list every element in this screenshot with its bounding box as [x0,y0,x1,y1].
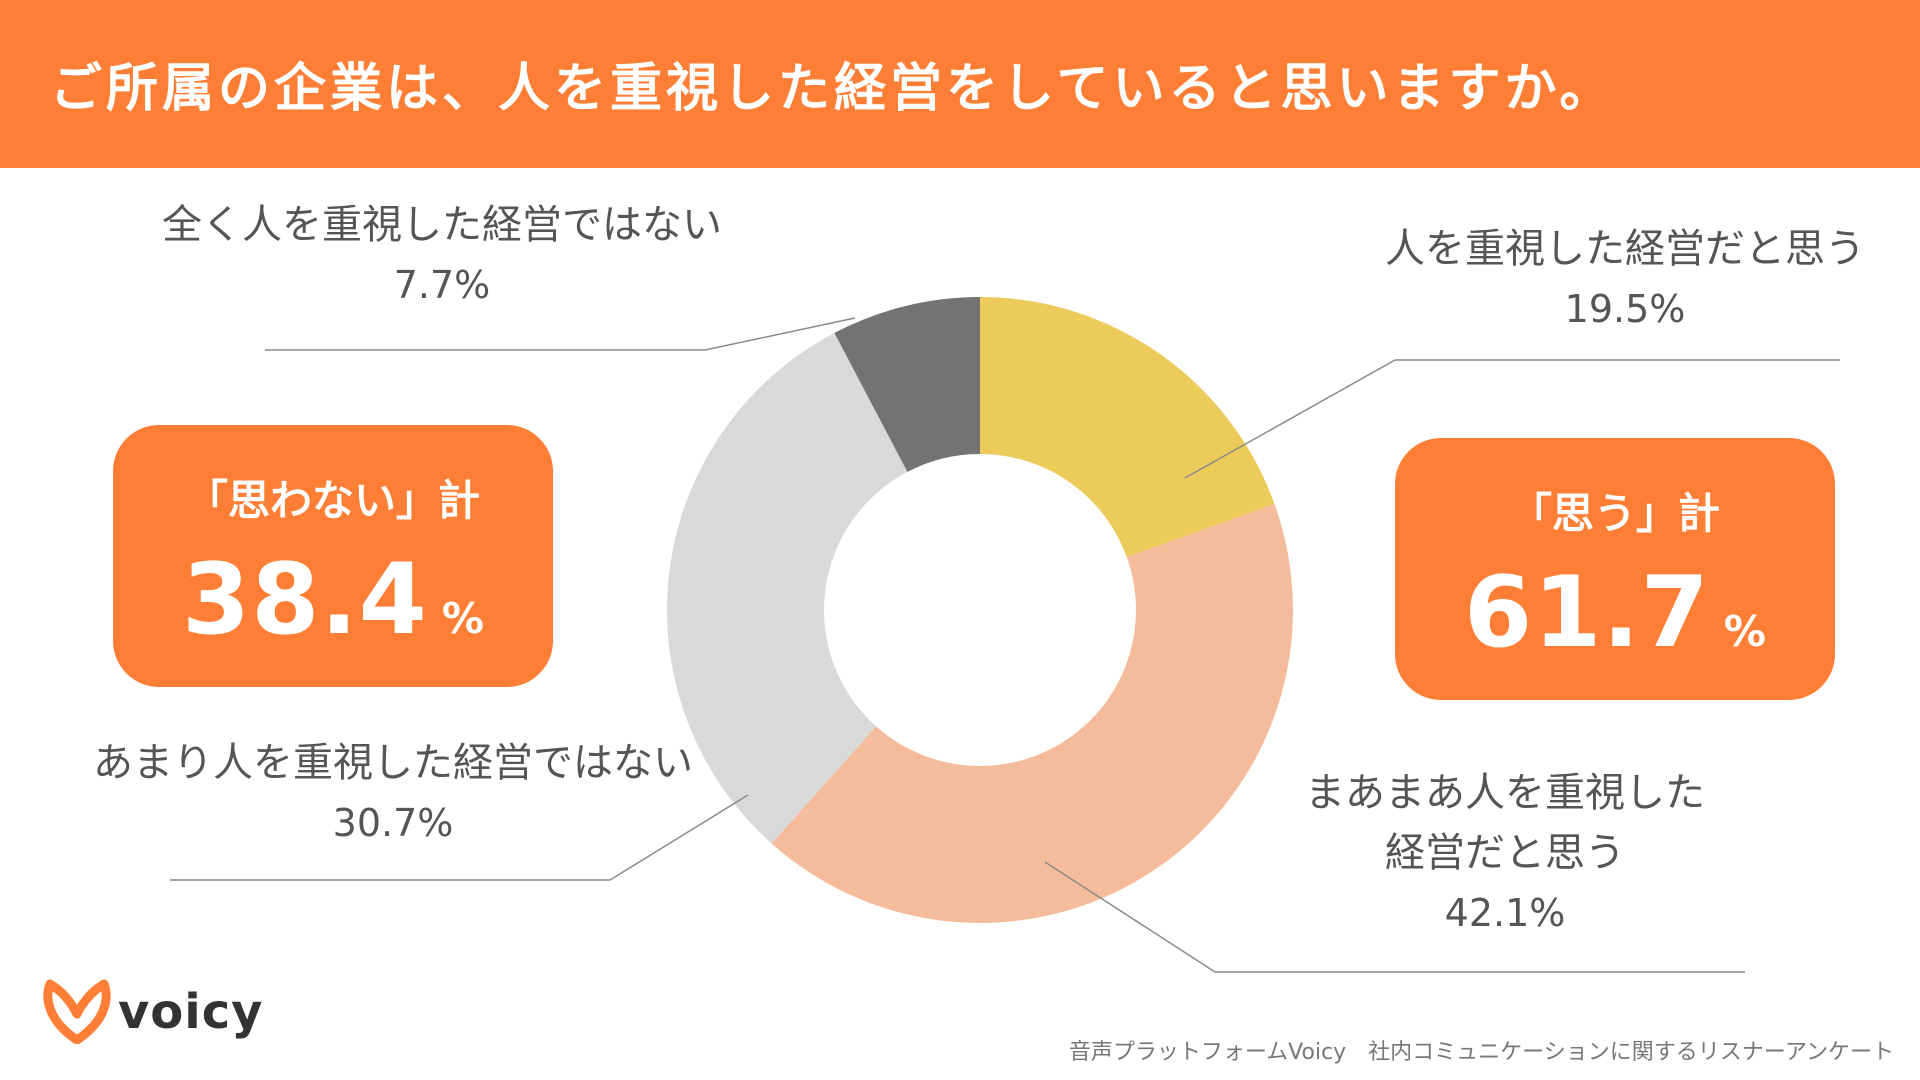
title-banner: ご所属の企業は、人を重視した経営をしていると思いますか。 [0,0,1920,168]
category-label-2-line1: まあまあ人を重視した [1305,770,1705,816]
positive-total-unit: % [1723,607,1766,656]
leader-line-2 [1044,861,1745,973]
value-label-2: 42.1% [1445,891,1566,935]
source-note: 音声プラットフォームVoicy 社内コミュニケーションに関するリスナーアンケート [1068,1040,1894,1065]
category-label-3: あまり人を重視した経営ではない [93,740,693,786]
leader-line-1 [1184,359,1840,479]
value-label-1: 19.5% [1565,287,1686,331]
positive-total-label: 「思う」計 [1509,489,1720,538]
voicy-logo-icon [43,979,111,1044]
donut-slice-2 [771,503,1294,923]
negative-total-unit: % [441,594,484,643]
leader-line-4 [265,317,856,351]
category-label-1: 人を重視した経営だと思う [1385,226,1865,272]
value-label-4: 7.7% [394,263,491,307]
negative-total-value: 38.4 [182,543,428,657]
negative-total-label: 「思わない」計 [185,476,480,525]
positive-total-value: 61.7 [1464,556,1710,670]
chart-title: ご所属の企業は、人を重視した経営をしていると思いますか。 [50,59,1616,119]
leader-line-3 [170,794,749,881]
category-label-4: 全く人を重視した経営ではない [162,202,722,248]
brand-name: voicy [118,984,264,1040]
donut-slice-3 [667,332,908,844]
negative-total-box: 「思わない」計 38.4% [113,425,553,687]
category-label-2-line2: 経営だと思う [1385,830,1625,876]
value-label-3: 30.7% [333,801,454,845]
donut-slice-1 [980,297,1275,558]
positive-total-box: 「思う」計 61.7% [1395,438,1835,700]
donut-slice-4 [834,297,980,472]
